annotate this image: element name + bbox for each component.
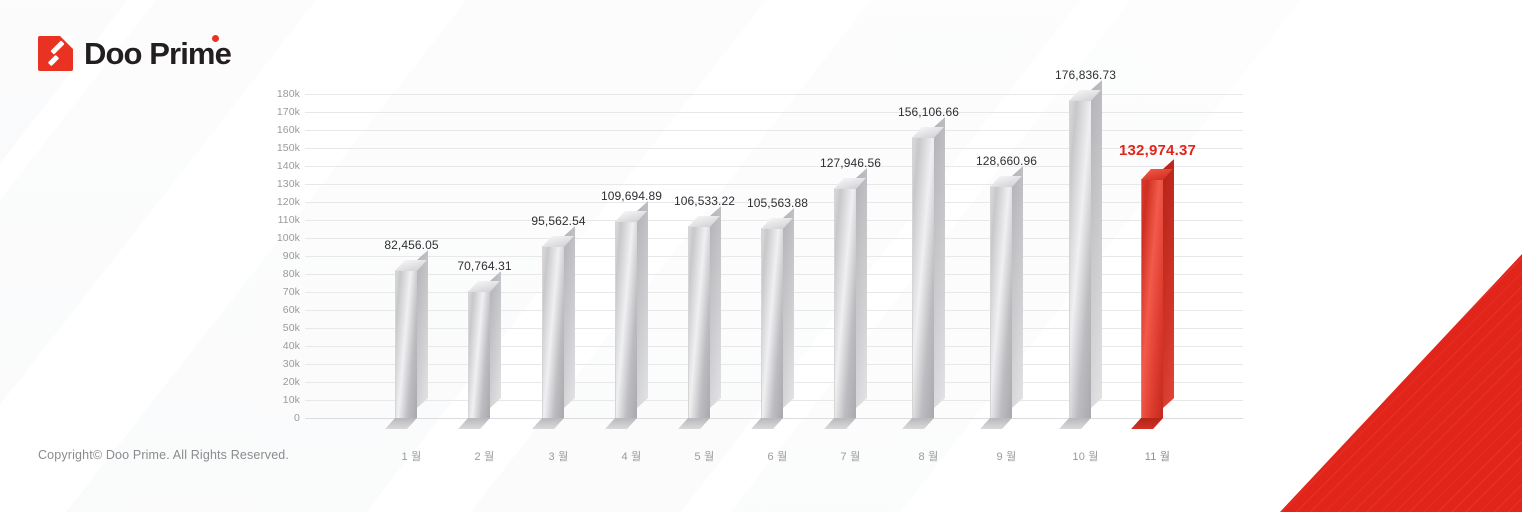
y-axis-tick-label: 110k (277, 213, 300, 226)
gridline (305, 148, 1243, 149)
x-axis-tick-label: 2 월 (474, 451, 495, 463)
x-axis-tick-label: 8 월 (918, 451, 939, 463)
x-axis-tick-label: 10 월 (1072, 451, 1099, 463)
y-axis-tick-label: 160k (276, 123, 300, 136)
y-axis-tick-label: 0 (294, 411, 300, 424)
y-axis-tick-label: 150k (276, 141, 300, 154)
x-axis-tick-label: 11 월 (1144, 451, 1171, 463)
x-axis-tick-label: 7 월 (840, 451, 861, 463)
copyright-text: Copyright© Doo Prime. All Rights Reserve… (38, 448, 290, 462)
x-axis-tick-label: 6 월 (767, 451, 788, 463)
bar-column[interactable] (1131, 158, 1174, 429)
bar-value-label: 109,694.89 (600, 188, 663, 203)
bar-value-label: 132,974.37 (1118, 141, 1197, 159)
bar-column[interactable] (605, 200, 648, 429)
x-axis-tick-label: 5 월 (694, 451, 715, 463)
x-axis-tick-label: 9 월 (996, 451, 1017, 463)
bar-column[interactable] (902, 117, 945, 429)
gridline (305, 166, 1243, 167)
y-axis-tick-label: 140k (276, 159, 300, 172)
brand-wordmark: Doo Prime (84, 35, 232, 71)
gridline (305, 184, 1243, 185)
x-axis-tick-label: 4 월 (621, 451, 642, 463)
y-axis-tick-label: 20k (282, 375, 300, 388)
x-axis-tick-label: 1 월 (401, 451, 422, 463)
y-axis-tick-label: 30k (282, 357, 300, 370)
gridline (305, 130, 1243, 131)
y-axis-tick-label: 130k (276, 177, 300, 190)
y-axis-tick-label: 80k (282, 267, 300, 280)
bar-column[interactable] (824, 167, 867, 429)
bar-value-label: 128,660.96 (975, 154, 1038, 169)
bar-value-label: 70,764.31 (457, 258, 512, 273)
bar-value-label: 82,456.05 (384, 237, 439, 252)
y-axis-tick-label: 50k (282, 321, 300, 334)
y-axis-tick-label: 10k (282, 393, 300, 406)
y-axis-tick-label: 100k (276, 231, 300, 244)
y-axis-tick-label: 40k (282, 339, 300, 352)
bar-value-label: 176,836.73 (1054, 67, 1117, 82)
brand-logo: Doo Prime (38, 35, 232, 71)
gridline (305, 112, 1243, 113)
gridline (305, 94, 1243, 95)
bar-column[interactable] (385, 249, 428, 429)
brand-dot-icon (212, 35, 219, 42)
bar-column[interactable] (458, 270, 501, 429)
y-axis-tick-label: 70k (282, 285, 300, 298)
y-axis-tick-label: 180k (276, 87, 300, 100)
y-axis-tick-label: 60k (282, 303, 300, 316)
bar-value-label: 106,533.22 (673, 194, 736, 209)
bar-column[interactable] (532, 226, 575, 429)
y-axis-tick-label: 90k (282, 249, 300, 262)
y-axis-tick-label: 170k (276, 105, 300, 118)
bar-column[interactable] (980, 166, 1023, 429)
bar-value-label: 127,946.56 (819, 155, 882, 170)
bar-column[interactable] (751, 208, 794, 429)
bar-column[interactable] (1059, 79, 1102, 429)
bar-value-label: 156,106.66 (897, 105, 960, 119)
doo-prime-mark-icon (38, 36, 73, 71)
bar-value-label: 105,563.88 (746, 195, 809, 210)
bar-value-label: 95,562.54 (531, 213, 586, 228)
x-axis-tick-label: 3 월 (548, 451, 569, 463)
y-axis-tick-label: 120k (276, 195, 300, 208)
bar-column[interactable] (678, 206, 721, 429)
